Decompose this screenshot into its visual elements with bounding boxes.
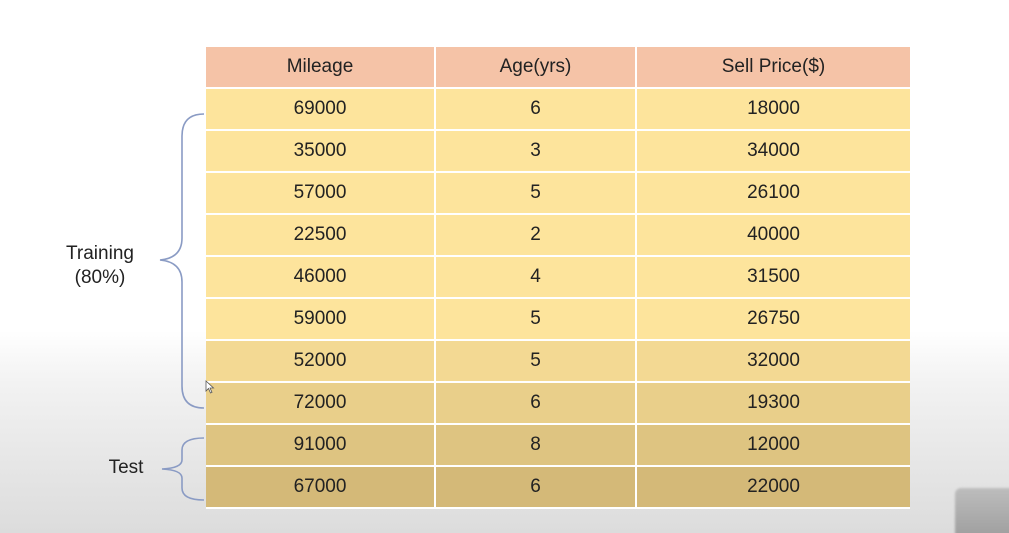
cell-sell-price: 34000 [636,130,910,173]
cell-mileage: 57000 [206,172,436,215]
test-label: Test [108,457,144,478]
cell-mileage: 22500 [206,214,436,257]
cell-mileage: 52000 [206,340,436,383]
table-row: 67000 6 22000 [206,466,910,509]
cell-sell-price: 31500 [636,256,910,299]
cell-age: 5 [435,172,637,215]
cell-mileage: 59000 [206,298,436,341]
training-label-line1: Training [66,243,134,264]
cell-sell-price: 26750 [636,298,910,341]
cell-mileage: 69000 [206,88,436,131]
training-brace [159,113,205,409]
cell-mileage: 72000 [206,382,436,425]
table-row: 91000 8 12000 [206,424,910,467]
cell-age: 5 [435,340,637,383]
cell-sell-price: 26100 [636,172,910,215]
mouse-cursor-icon [205,380,215,394]
cell-age: 6 [435,382,637,425]
cell-sell-price: 32000 [636,340,910,383]
header-age: Age(yrs) [435,47,637,89]
table-row: 22500 2 40000 [206,214,910,257]
cell-age: 5 [435,298,637,341]
cell-sell-price: 40000 [636,214,910,257]
table-row: 52000 5 32000 [206,340,910,383]
cell-mileage: 91000 [206,424,436,467]
cell-age: 4 [435,256,637,299]
cell-age: 6 [435,466,637,509]
cell-age: 6 [435,88,637,131]
table-row: 69000 6 18000 [206,88,910,131]
header-sell-price: Sell Price($) [636,47,910,89]
training-label: Training (80%) [54,242,146,290]
cell-mileage: 46000 [206,256,436,299]
cell-sell-price: 22000 [636,466,910,509]
table-header-row: Mileage Age(yrs) Sell Price($) [206,47,910,89]
table-body: 69000 6 18000 35000 3 34000 57000 5 26100 22500 2 4… [206,88,910,509]
cell-mileage: 67000 [206,466,436,509]
table-row: 35000 3 34000 [206,130,910,173]
corner-overlay [955,488,1009,533]
table-row: 59000 5 26750 [206,298,910,341]
cell-sell-price: 19300 [636,382,910,425]
table-row: 72000 6 19300 [206,382,910,425]
cell-age: 8 [435,424,637,467]
cell-sell-price: 18000 [636,88,910,131]
header-mileage: Mileage [206,47,436,89]
cell-sell-price: 12000 [636,424,910,467]
test-brace [161,437,205,501]
table-row: 57000 5 26100 [206,172,910,215]
table-row: 46000 4 31500 [206,256,910,299]
data-table: Mileage Age(yrs) Sell Price($) 69000 6 180… [206,47,910,509]
cell-age: 2 [435,214,637,257]
training-label-line2: (80%) [74,267,126,288]
cell-age: 3 [435,130,637,173]
cell-mileage: 35000 [206,130,436,173]
